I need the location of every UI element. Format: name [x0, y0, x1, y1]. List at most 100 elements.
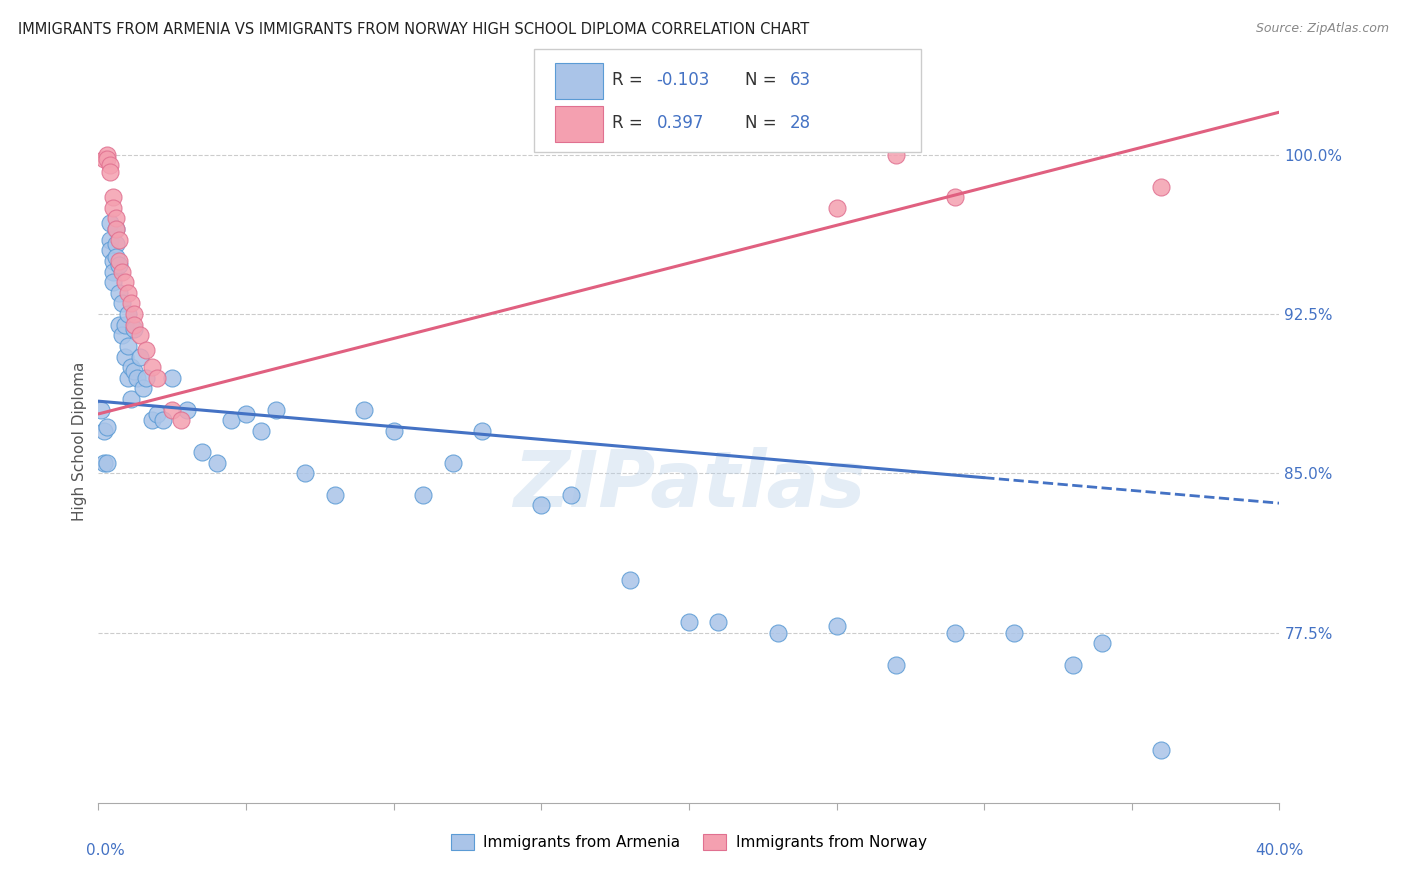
Text: N =: N = — [745, 114, 782, 132]
Point — [98, 158, 121, 172]
Point — [108, 318, 131, 332]
Point — [117, 285, 139, 300]
Text: 40.0%: 40.0% — [1256, 843, 1303, 858]
Point — [98, 164, 121, 178]
Point — [96, 419, 118, 434]
Point — [114, 318, 136, 332]
Point — [98, 244, 121, 258]
Text: ZIPatlas: ZIPatlas — [513, 447, 865, 523]
Text: R =: R = — [612, 70, 648, 88]
Point — [108, 258, 131, 272]
Point — [120, 296, 142, 310]
Point — [766, 625, 789, 640]
Point — [117, 339, 139, 353]
Point — [103, 190, 125, 204]
Point — [105, 222, 128, 236]
Point — [1002, 625, 1025, 640]
Point — [825, 619, 848, 633]
Point — [111, 296, 134, 310]
Point — [98, 233, 121, 247]
Point — [132, 381, 155, 395]
Point — [90, 402, 112, 417]
Point — [108, 285, 131, 300]
Point — [162, 371, 183, 385]
Point — [122, 364, 145, 378]
Point — [103, 253, 125, 268]
Point — [122, 318, 145, 332]
Point — [530, 498, 553, 512]
Text: N =: N = — [745, 70, 782, 88]
Point — [122, 322, 145, 336]
Point — [1150, 179, 1173, 194]
Point — [264, 402, 287, 417]
Point — [114, 350, 136, 364]
Point — [120, 360, 142, 375]
Point — [128, 328, 150, 343]
Y-axis label: High School Diploma: High School Diploma — [72, 362, 87, 521]
Point — [235, 407, 257, 421]
Point — [103, 201, 125, 215]
Point — [146, 371, 169, 385]
Point — [884, 657, 907, 672]
Text: -0.103: -0.103 — [657, 70, 710, 88]
Point — [117, 307, 139, 321]
Text: 28: 28 — [790, 114, 811, 132]
Point — [93, 456, 115, 470]
Point — [412, 488, 434, 502]
Point — [170, 413, 193, 427]
Point — [191, 445, 214, 459]
Text: Source: ZipAtlas.com: Source: ZipAtlas.com — [1256, 22, 1389, 36]
Point — [619, 573, 641, 587]
Point — [250, 424, 273, 438]
Text: 63: 63 — [790, 70, 811, 88]
Point — [205, 456, 228, 470]
Text: 0.0%: 0.0% — [86, 843, 125, 858]
Point — [117, 371, 139, 385]
Point — [294, 467, 316, 481]
Legend: Immigrants from Armenia, Immigrants from Norway: Immigrants from Armenia, Immigrants from… — [446, 829, 932, 856]
Point — [103, 264, 125, 278]
Point — [943, 625, 966, 640]
Point — [943, 190, 966, 204]
Point — [152, 413, 174, 427]
Text: 0.397: 0.397 — [657, 114, 704, 132]
Point — [146, 407, 169, 421]
Point — [135, 343, 157, 358]
Point — [103, 275, 125, 289]
Point — [122, 307, 145, 321]
Point — [221, 413, 243, 427]
Point — [560, 488, 582, 502]
Point — [111, 264, 134, 278]
Point — [108, 253, 131, 268]
Point — [98, 216, 121, 230]
Text: R =: R = — [612, 114, 652, 132]
Point — [96, 152, 118, 166]
Point — [471, 424, 494, 438]
Point — [125, 371, 148, 385]
Point — [141, 413, 163, 427]
Point — [96, 456, 118, 470]
Point — [441, 456, 464, 470]
Point — [176, 402, 198, 417]
Point — [111, 328, 134, 343]
Point — [1091, 636, 1114, 650]
Point — [1062, 657, 1084, 672]
Text: IMMIGRANTS FROM ARMENIA VS IMMIGRANTS FROM NORWAY HIGH SCHOOL DIPLOMA CORRELATIO: IMMIGRANTS FROM ARMENIA VS IMMIGRANTS FR… — [18, 22, 810, 37]
Point — [1150, 742, 1173, 756]
Point — [353, 402, 375, 417]
Point — [93, 424, 115, 438]
Point — [93, 152, 115, 166]
Point — [323, 488, 346, 502]
Point — [884, 147, 907, 161]
Point — [678, 615, 700, 629]
Point — [707, 615, 730, 629]
Point — [108, 233, 131, 247]
Point — [105, 236, 128, 251]
Point — [135, 371, 157, 385]
Point — [105, 250, 128, 264]
Point — [162, 402, 183, 417]
Point — [128, 350, 150, 364]
Point — [105, 222, 128, 236]
Point — [141, 360, 163, 375]
Point — [114, 275, 136, 289]
